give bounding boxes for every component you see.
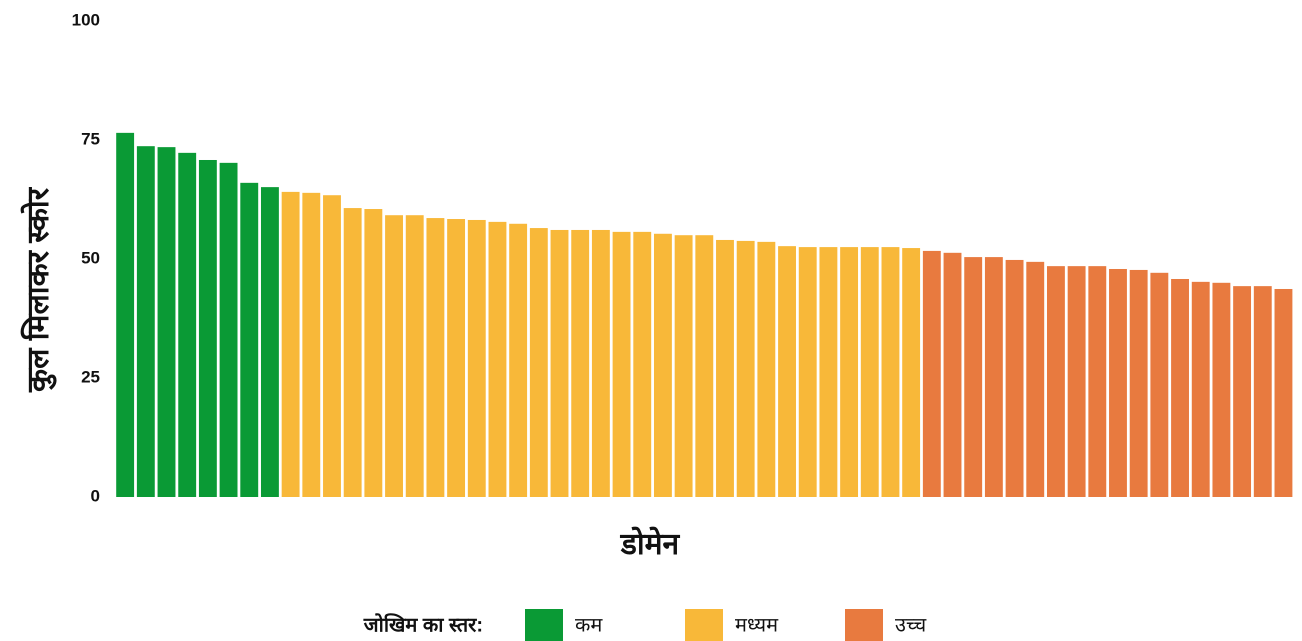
bar [612,231,631,498]
bar [653,233,672,497]
bar [198,159,217,497]
bar [1274,288,1293,497]
legend-swatch [685,609,723,641]
bar [116,132,135,498]
y-tick-label: 50 [81,248,100,267]
y-axis-title: कुल मिलाकर स्कोर [20,186,57,393]
bar [136,146,155,498]
bar [302,192,321,497]
bar [219,162,238,497]
bar [1129,269,1148,497]
legend-label: मध्यम [735,614,779,636]
bar [716,239,734,497]
bar [571,229,590,498]
legend-title: जोखिम का स्तर: [363,612,483,636]
legend-swatch [525,609,563,641]
legend-swatch [845,609,883,641]
bar [1046,266,1065,497]
bar [1150,272,1169,497]
bar [550,229,569,498]
bar [488,221,507,497]
bar [860,247,879,497]
bar [964,257,983,497]
bar [281,191,300,497]
bar [736,240,755,498]
bar [881,247,900,497]
bar [1171,278,1189,497]
bar [922,250,941,497]
bar [633,231,652,498]
bar [695,235,714,497]
bar [902,248,921,497]
y-tick-label: 0 [91,486,100,505]
bar [240,182,259,497]
bar [674,235,693,497]
bar [984,257,1003,497]
bar [1067,266,1086,497]
bar [1005,259,1024,497]
bar [426,218,445,497]
bar [591,229,610,498]
bar [323,195,341,497]
bar [260,187,279,497]
bar [757,241,776,497]
bar [529,228,548,497]
x-axis-title: डोमेन [620,526,681,561]
bar [157,147,176,497]
bar [943,252,962,497]
y-tick-label: 25 [81,367,100,386]
bar [385,215,403,497]
legend-label: उच्च [895,614,927,636]
bar [1233,286,1252,497]
bar [798,247,817,497]
bar [1026,261,1045,497]
bar [1088,266,1107,497]
legend-label: कम [575,614,603,636]
bar [840,247,859,497]
bar [343,208,362,497]
y-tick-label: 100 [72,10,100,29]
bar [447,219,466,498]
bar [405,215,424,497]
bar [778,246,796,497]
bar [467,219,486,497]
bar [364,209,383,497]
bar [819,247,838,497]
bar [1109,268,1127,497]
bar [1253,286,1272,497]
bar [178,152,197,498]
y-tick-label: 75 [81,129,100,148]
bar [1212,282,1231,497]
bar [509,223,528,497]
bar [1191,281,1210,497]
